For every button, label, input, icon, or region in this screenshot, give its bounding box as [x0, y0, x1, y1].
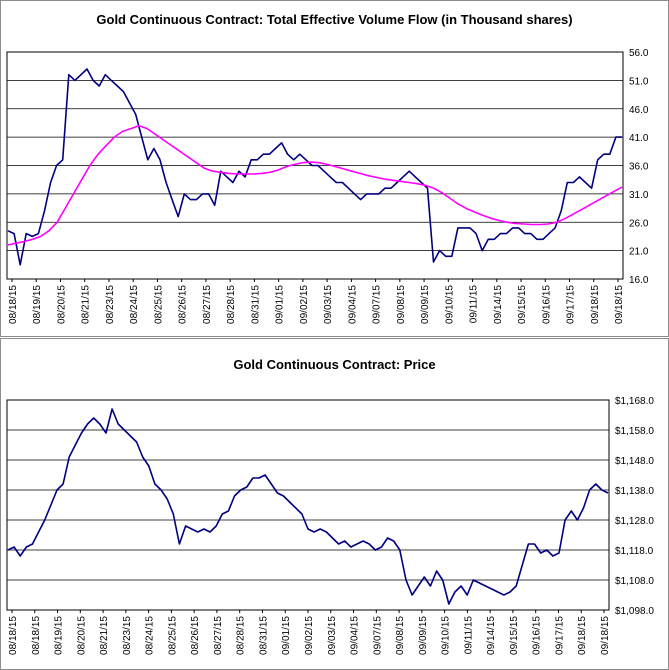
x-tick-label: 08/26/15	[190, 616, 201, 655]
x-tick-label: 08/31/15	[250, 285, 261, 324]
x-tick-label: 08/28/15	[226, 285, 237, 324]
x-tick-label: 09/15/15	[509, 616, 520, 655]
x-tick-label: 08/21/15	[99, 616, 110, 655]
x-tick-label: 08/18/15	[8, 616, 19, 655]
y-tick-label: $1,158.0	[615, 426, 654, 437]
x-tick-label: 08/20/15	[56, 285, 67, 324]
x-tick-label: 08/19/15	[54, 616, 65, 655]
x-tick-label: 09/16/15	[532, 616, 543, 655]
y-tick-label: $1,138.0	[615, 486, 654, 497]
x-tick-label: 08/31/15	[258, 616, 269, 655]
x-tick-label: 09/14/15	[486, 616, 497, 655]
x-tick-label: 08/19/15	[32, 285, 43, 324]
y-tick-label: 26.0	[629, 218, 649, 229]
y-tick-label: $1,098.0	[615, 606, 654, 617]
x-tick-label: 08/28/15	[236, 616, 247, 655]
x-tick-label: 09/10/15	[441, 616, 452, 655]
y-tick-label: $1,168.0	[615, 396, 654, 407]
x-tick-label: 09/18/15	[600, 616, 611, 655]
y-tick-label: 31.0	[629, 190, 649, 201]
volume-chart-panel: Gold Continuous Contract: Total Effectiv…	[0, 0, 669, 337]
x-tick-label: 09/17/15	[566, 285, 577, 324]
x-tick-label: 08/24/15	[145, 616, 156, 655]
y-tick-label: 36.0	[629, 162, 649, 173]
y-tick-label: 21.0	[629, 247, 649, 258]
y-tick-label: 46.0	[629, 105, 649, 116]
x-tick-label: 08/25/15	[167, 616, 178, 655]
x-tick-label: 09/04/15	[350, 616, 361, 655]
chart-title: Gold Continuous Contract: Price	[233, 357, 436, 372]
y-tick-label: $1,148.0	[615, 456, 654, 467]
chart-title: Gold Continuous Contract: Total Effectiv…	[96, 12, 573, 27]
x-tick-label: 09/04/15	[347, 285, 358, 324]
x-tick-label: 09/18/15	[577, 616, 588, 655]
x-tick-label: 08/18/15	[31, 616, 42, 655]
x-tick-label: 09/07/15	[372, 616, 383, 655]
plot-area	[6, 399, 610, 611]
x-tick-label: 09/10/15	[444, 285, 455, 324]
x-tick-label: 09/16/15	[541, 285, 552, 324]
y-tick-label: $1,108.0	[615, 576, 654, 587]
x-tick-label: 09/08/15	[395, 616, 406, 655]
x-tick-label: 09/17/15	[554, 616, 565, 655]
series-line	[7, 125, 623, 246]
x-tick-label: 09/03/15	[323, 285, 334, 324]
x-tick-label: 08/25/15	[153, 285, 164, 324]
x-tick-label: 08/18/15	[8, 285, 19, 324]
x-tick-label: 08/21/15	[81, 285, 92, 324]
x-tick-label: 08/27/15	[202, 285, 213, 324]
x-tick-label: 09/09/15	[420, 285, 431, 324]
y-tick-label: 51.0	[629, 76, 649, 87]
x-tick-label: 09/01/15	[281, 616, 292, 655]
x-tick-label: 08/27/15	[213, 616, 224, 655]
y-tick-label: 56.0	[629, 48, 649, 59]
price-chart: $1,098.0 $1,108.0 $1,118.0 $1,128.0 $1,138.0…	[6, 396, 654, 655]
x-tick-label: 08/26/15	[178, 285, 189, 324]
x-tick-label: 09/02/15	[299, 285, 310, 324]
y-tick-label: $1,128.0	[615, 516, 654, 527]
x-tick-label: 09/01/15	[275, 285, 286, 324]
x-tick-label: 09/09/15	[418, 616, 429, 655]
price-chart-panel: Gold Continuous Contract: Price $1,098.0…	[0, 338, 669, 670]
x-tick-label: 08/23/15	[105, 285, 116, 324]
x-tick-label: 08/20/15	[76, 616, 87, 655]
y-tick-label: 41.0	[629, 133, 649, 144]
y-tick-label: 16.0	[629, 275, 649, 286]
x-tick-label: 09/07/15	[372, 285, 383, 324]
volume-chart: 16.0 21.0 26.0 31.0 36.0 41.0 46.0 51.0 56.0 08/1…	[6, 48, 649, 324]
x-tick-label: 09/14/15	[493, 285, 504, 324]
y-tick-label: $1,118.0	[615, 546, 654, 557]
x-tick-label: 09/08/15	[396, 285, 407, 324]
x-tick-label: 09/18/15	[614, 285, 625, 324]
x-tick-label: 09/18/15	[590, 285, 601, 324]
series-line	[7, 68, 622, 266]
x-tick-label: 09/02/15	[304, 616, 315, 655]
x-tick-label: 08/23/15	[122, 616, 133, 655]
x-tick-label: 08/24/15	[129, 285, 140, 324]
x-tick-label: 09/03/15	[327, 616, 338, 655]
series-line	[7, 408, 609, 605]
x-tick-label: 09/11/15	[463, 616, 474, 655]
x-tick-label: 09/11/15	[469, 285, 480, 324]
x-tick-label: 09/15/15	[517, 285, 528, 324]
